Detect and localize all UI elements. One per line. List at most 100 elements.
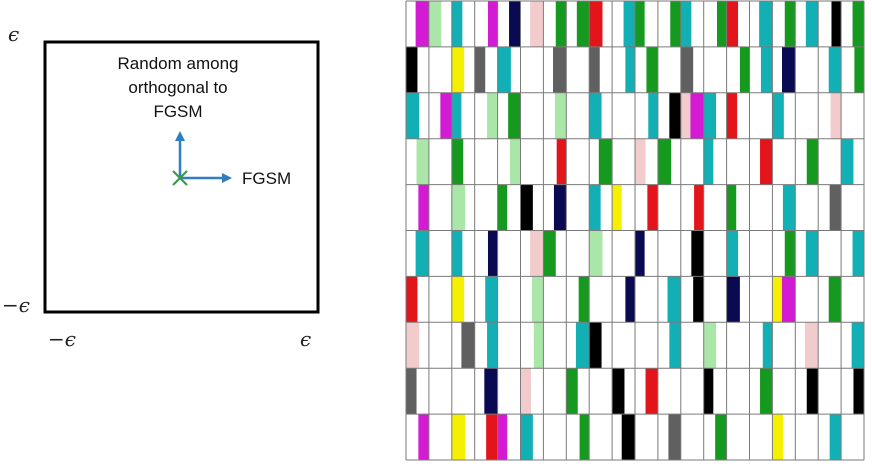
grid-cell: [726, 1, 739, 47]
grid-cell: [635, 230, 645, 277]
grid-cell: [418, 414, 429, 460]
grid-cell: [553, 184, 567, 231]
grid-cell: [646, 46, 658, 93]
grid-cell: [406, 276, 418, 323]
grid-cell: [474, 46, 486, 93]
grid-cell: [691, 230, 704, 277]
grid-cell: [669, 322, 681, 369]
grid-cell: [668, 414, 681, 460]
grid-cell: [726, 184, 737, 231]
grid-cell: [760, 46, 773, 93]
grid-cell: [461, 322, 475, 369]
grid-cell: [451, 414, 466, 460]
grid-cell: [623, 1, 635, 47]
grid-cell: [670, 1, 681, 47]
grid-cell: [576, 1, 590, 47]
grid-cell: [531, 276, 544, 323]
grid-cell: [575, 322, 590, 369]
grid-cell: [589, 322, 602, 369]
grid-cell: [726, 230, 739, 277]
class-region-grid: [405, 0, 865, 461]
grid-cell: [566, 368, 578, 415]
grid-cell: [703, 92, 717, 139]
grid-cell: [579, 414, 590, 460]
grid-cell: [612, 368, 625, 415]
grid-cell: [831, 1, 842, 47]
grid-cell: [647, 184, 658, 231]
grid-cell: [520, 368, 532, 415]
grid-cell: [533, 322, 544, 369]
grid-cell: [772, 414, 783, 460]
grid-cell: [703, 138, 714, 185]
grid-cell: [759, 1, 773, 47]
grid-cell: [852, 230, 864, 277]
grid-cell: [760, 138, 773, 185]
grid-cell: [451, 230, 463, 277]
grid-cell: [851, 322, 864, 369]
grid-cell: [406, 46, 418, 93]
grid-cell: [484, 368, 498, 415]
grid-cell: [556, 138, 567, 185]
grid-cell: [406, 368, 417, 415]
grid-cell: [451, 92, 462, 139]
grid-cell: [657, 138, 672, 185]
grid-cell: [726, 92, 738, 139]
grid-cell: [520, 184, 533, 231]
grid-cell: [694, 184, 704, 231]
grid-cell: [578, 276, 590, 323]
grid-cell: [406, 322, 420, 369]
grid-cell: [497, 414, 508, 460]
grid-cell: [680, 1, 692, 47]
grid-cell: [589, 1, 603, 47]
grid-cell: [645, 368, 658, 415]
grid-cell: [428, 1, 442, 47]
grid-cell: [415, 1, 429, 47]
grid-cell: [806, 138, 819, 185]
grid-cell: [509, 138, 521, 185]
annotation-line-2: orthogonal to: [128, 78, 227, 97]
grid-cell: [782, 46, 796, 93]
grid-cell: [520, 414, 533, 460]
annotation-line-1: Random among: [118, 54, 239, 73]
grid-cell: [416, 138, 429, 185]
grid-cell: [440, 92, 452, 139]
grid-cell: [487, 230, 498, 277]
grid-cell: [703, 322, 717, 369]
grid-cell: [772, 276, 796, 323]
grid-cell: [530, 230, 544, 277]
grid-cell: [680, 46, 694, 93]
grid-cell: [829, 184, 842, 231]
grid-cell: [782, 184, 796, 231]
grid-cell: [635, 138, 646, 185]
grid-cell: [680, 92, 704, 139]
grid-cell: [598, 138, 613, 185]
grid-cell: [487, 1, 498, 47]
grid-cell: [451, 46, 465, 93]
grid-cell: [625, 46, 635, 93]
grid-cell: [715, 414, 727, 460]
grid-cell: [530, 1, 544, 47]
grid-cell: [772, 92, 784, 139]
grid-cell: [829, 414, 842, 460]
grid-cell: [852, 1, 864, 47]
grid-cell: [487, 322, 498, 369]
diagram-canvas: Random among orthogonal to FGSM FGSM: [43, 40, 320, 314]
grid-cell: [451, 276, 465, 323]
origin-cross-icon: [172, 170, 188, 186]
grid-cell: [830, 92, 842, 139]
grid-cell: [841, 138, 854, 185]
grid-cell: [703, 368, 714, 415]
grid-cell: [762, 322, 773, 369]
grid-cell: [451, 1, 463, 47]
fgsm-arrow-label: FGSM: [242, 169, 291, 188]
grid-cell: [406, 92, 420, 139]
grid-cell: [509, 1, 521, 47]
grid-cell: [589, 230, 603, 277]
grid-cell: [508, 92, 521, 139]
grid-cell: [693, 276, 704, 323]
grid-cell: [828, 276, 842, 323]
grid-cell: [669, 92, 681, 139]
grid-cell: [726, 276, 740, 323]
grid-cell: [635, 1, 645, 47]
grid-cell: [451, 138, 464, 185]
